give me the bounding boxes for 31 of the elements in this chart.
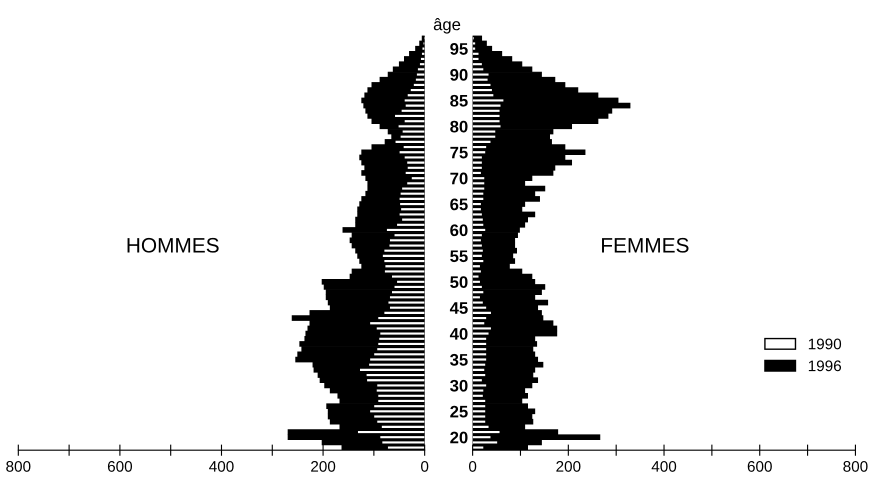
y-tick-label: 65 <box>450 198 468 210</box>
annotation: HOMMES <box>128 238 219 253</box>
y-tick-label: 75 <box>450 146 468 158</box>
x-tick-label: 0 <box>421 461 428 472</box>
legend-label: 1990 <box>808 338 842 350</box>
x-tick-label: 200 <box>556 461 580 472</box>
x-tick-label: 400 <box>209 461 234 472</box>
y-tick-label: 85 <box>450 94 468 107</box>
x-tick-label: 800 <box>843 461 868 472</box>
y-tick-label: 40 <box>450 328 468 340</box>
y-tick-label: 50 <box>450 276 468 288</box>
x-tick-label: 200 <box>311 461 336 472</box>
y-tick-label: 45 <box>450 302 468 314</box>
y-tick-label: 95 <box>450 43 468 55</box>
x-tick-label: 600 <box>748 461 772 472</box>
y-tick-label: 60 <box>450 224 468 236</box>
y-tick-label: 55 <box>450 250 468 262</box>
y-tick-label: 25 <box>450 406 468 418</box>
y-tick-label: 80 <box>450 120 468 133</box>
x-tick-label: 0 <box>468 461 476 472</box>
y-tick-label: 20 <box>450 432 468 444</box>
x-tick-label: 800 <box>6 461 30 472</box>
x-tick-label: 400 <box>652 461 676 472</box>
y-tick-label: 70 <box>450 172 468 184</box>
legend-label: 1996 <box>808 360 842 372</box>
y-tick-label: 30 <box>450 380 468 392</box>
y-tick-label: 35 <box>450 354 468 366</box>
annotation: FEMMES <box>602 238 688 253</box>
text: âge <box>434 18 460 34</box>
x-tick-label: 600 <box>108 461 132 472</box>
y-tick-label: 90 <box>450 68 468 81</box>
